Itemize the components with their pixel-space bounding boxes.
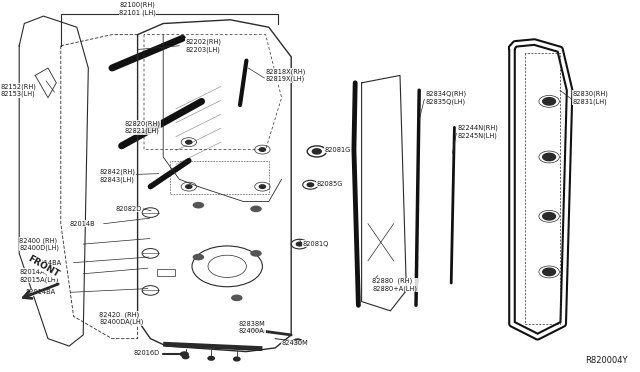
Text: 82820(RH)
82821(LH): 82820(RH) 82821(LH)	[125, 120, 161, 134]
Circle shape	[296, 242, 303, 246]
Text: 82420  (RH)
82400DA(LH): 82420 (RH) 82400DA(LH)	[99, 311, 143, 325]
Circle shape	[180, 352, 188, 356]
Circle shape	[182, 355, 189, 359]
Circle shape	[234, 357, 240, 361]
Circle shape	[186, 140, 192, 144]
Circle shape	[186, 185, 192, 188]
Text: 82842(RH)
82843(LH): 82842(RH) 82843(LH)	[99, 169, 135, 183]
Circle shape	[543, 212, 556, 220]
Text: 82016D: 82016D	[133, 350, 159, 356]
Text: 82014BA: 82014BA	[26, 289, 56, 295]
Circle shape	[193, 202, 204, 209]
Text: 82085G: 82085G	[317, 181, 343, 187]
Text: 82880  (RH)
82880+A(LH): 82880 (RH) 82880+A(LH)	[372, 278, 417, 292]
Circle shape	[250, 206, 262, 212]
Text: 82244N(RH)
82245N(LH): 82244N(RH) 82245N(LH)	[458, 125, 499, 139]
Circle shape	[543, 98, 556, 105]
Bar	[157, 269, 175, 276]
Text: 82014BA: 82014BA	[32, 260, 62, 266]
Text: 82830(RH)
82831(LH): 82830(RH) 82831(LH)	[573, 91, 609, 105]
Circle shape	[259, 148, 266, 151]
Text: 82430M: 82430M	[282, 340, 308, 346]
Text: 82400 (RH)
82400D(LH): 82400 (RH) 82400D(LH)	[19, 237, 60, 251]
Circle shape	[193, 254, 204, 260]
Text: 82152(RH)
82153(LH): 82152(RH) 82153(LH)	[1, 83, 36, 97]
Text: 82082D: 82082D	[116, 206, 142, 212]
Circle shape	[231, 295, 243, 301]
Circle shape	[208, 356, 214, 360]
Text: 82818X(RH)
82819X(LH): 82818X(RH) 82819X(LH)	[266, 68, 306, 83]
Circle shape	[293, 339, 302, 344]
Circle shape	[312, 149, 321, 154]
Text: 82014B: 82014B	[69, 221, 95, 227]
Text: 82081G: 82081G	[324, 147, 351, 153]
Text: 82202(RH)
82203(LH): 82202(RH) 82203(LH)	[186, 39, 221, 53]
Text: 82014A(RH)
82015A(LH): 82014A(RH) 82015A(LH)	[19, 269, 60, 283]
Circle shape	[259, 185, 266, 188]
Text: 82838M
82400A: 82838M 82400A	[239, 321, 266, 334]
Text: 82081Q: 82081Q	[303, 241, 329, 247]
Text: 82100(RH)
82101 (LH): 82100(RH) 82101 (LH)	[119, 2, 156, 16]
Circle shape	[307, 183, 314, 187]
Text: R820004Y: R820004Y	[585, 356, 627, 365]
Circle shape	[250, 250, 262, 257]
Text: 82834Q(RH)
82835Q(LH): 82834Q(RH) 82835Q(LH)	[426, 91, 467, 105]
Circle shape	[543, 268, 556, 276]
Text: FRONT: FRONT	[26, 254, 61, 279]
Circle shape	[543, 153, 556, 161]
